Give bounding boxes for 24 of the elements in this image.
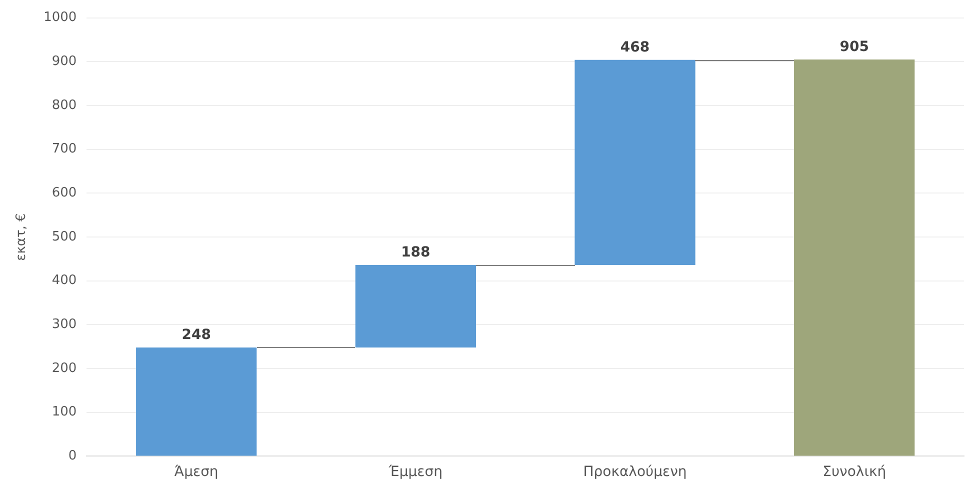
y-tick-label: 600 (52, 186, 77, 201)
y-tick-label: 800 (52, 98, 77, 113)
y-axis-title: εκατ, € (14, 213, 30, 261)
bar (794, 59, 915, 456)
y-tick-label: 400 (52, 273, 77, 288)
y-tick-label: 500 (52, 229, 77, 244)
y-tick-label: 300 (52, 317, 77, 332)
bar (574, 60, 696, 266)
x-tick-label: Συνολική (822, 464, 886, 480)
data-label: 468 (620, 40, 650, 56)
y-tick-label: 1000 (44, 10, 77, 26)
data-label: 248 (182, 327, 211, 344)
y-tick-label: 200 (52, 360, 77, 376)
x-tick-label: Έμμεση (388, 464, 442, 480)
bar (355, 265, 476, 348)
bar (136, 347, 257, 456)
x-tick-label: Άμεση (174, 464, 218, 480)
y-tick-label: 900 (52, 54, 77, 70)
data-label: 905 (840, 39, 869, 56)
x-tick-label: Προκαλούμενη (583, 464, 687, 480)
y-tick-label: 0 (68, 448, 77, 464)
y-tick-label: 700 (52, 142, 77, 157)
data-label: 188 (401, 244, 430, 261)
y-tick-label: 100 (52, 404, 77, 420)
